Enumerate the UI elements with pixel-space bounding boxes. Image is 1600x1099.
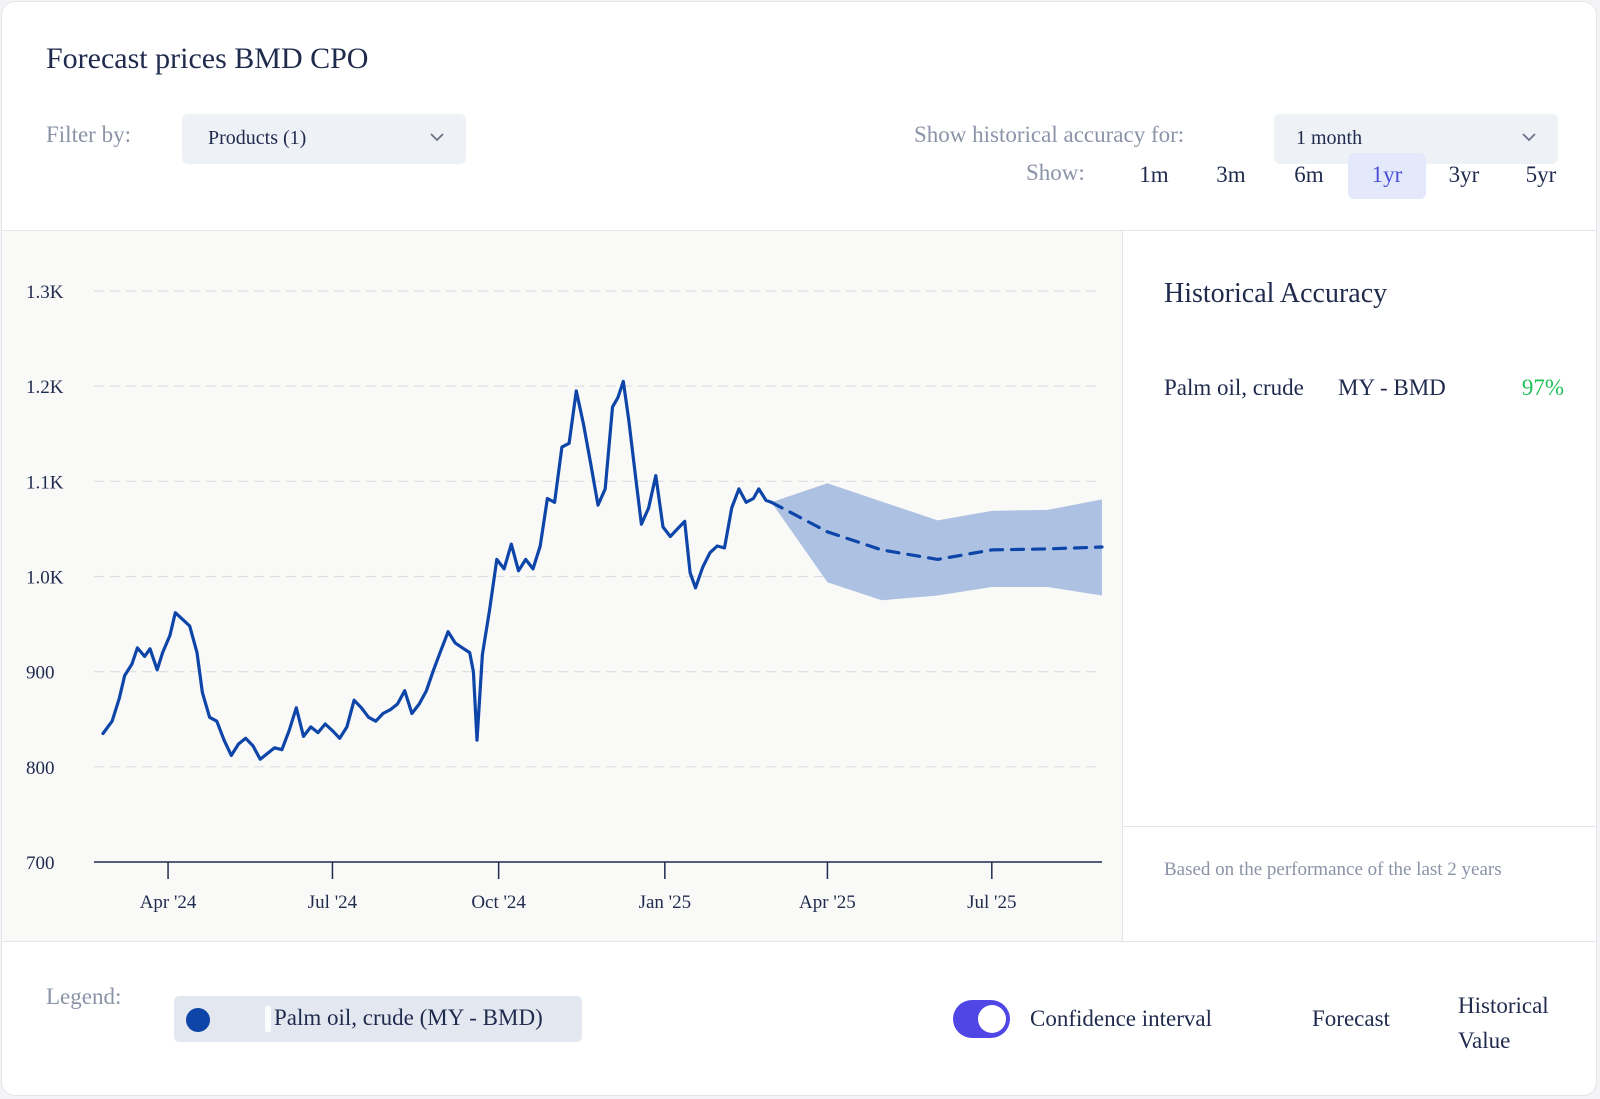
accuracy-period-value: 1 month bbox=[1296, 127, 1363, 149]
accuracy-value: 97% bbox=[1521, 375, 1564, 400]
x-tick-label: Oct '24 bbox=[471, 892, 526, 913]
period-6m[interactable]: 6m bbox=[1294, 162, 1324, 187]
products-select-value: Products (1) bbox=[208, 127, 307, 149]
accuracy-row: Palm oil, crude MY - BMD 97% bbox=[1164, 375, 1564, 409]
historical-accuracy-title: Historical Accuracy bbox=[1164, 278, 1388, 309]
accuracy-footnote: Based on the performance of the last 2 y… bbox=[1164, 859, 1502, 880]
price-chart: 700 800 900 1.0K 1.1K 1.2K 1.3K Apr '24 Jul '24 O… bbox=[26, 282, 1104, 913]
x-tick-label: Apr '25 bbox=[799, 892, 856, 913]
series-color-dot bbox=[186, 1008, 210, 1032]
header-divider bbox=[2, 230, 1596, 231]
historical-label-line-1: Historical bbox=[1458, 993, 1549, 1018]
y-tick-label: 800 bbox=[26, 758, 55, 779]
period-1yr[interactable]: 1yr bbox=[1348, 153, 1426, 199]
legend-label: Legend: bbox=[46, 984, 122, 1009]
y-tick-label: 900 bbox=[26, 663, 55, 684]
chevron-down-icon bbox=[1520, 128, 1538, 152]
period-5yr[interactable]: 5yr bbox=[1525, 162, 1557, 187]
page-title: Forecast prices BMD CPO bbox=[46, 42, 369, 75]
forecast-line bbox=[769, 500, 1104, 561]
confidence-interval-label: Confidence interval bbox=[1030, 1006, 1213, 1031]
period-3m[interactable]: 3m bbox=[1216, 162, 1246, 187]
y-tick-label: 1.3K bbox=[26, 282, 64, 303]
chevron-down-icon bbox=[428, 128, 446, 152]
historical-value-legend-label[interactable]: Historical Value bbox=[1458, 988, 1549, 1058]
period-3yr[interactable]: 3yr bbox=[1448, 162, 1480, 187]
historical-label-line-2: Value bbox=[1458, 1028, 1511, 1053]
products-select[interactable]: Products (1) bbox=[182, 114, 466, 164]
toggle-knob bbox=[978, 1005, 1006, 1033]
footer-divider bbox=[2, 941, 1596, 942]
confidence-interval-toggle[interactable] bbox=[953, 1000, 1010, 1038]
y-tick-label: 1.2K bbox=[26, 377, 64, 398]
forecast-legend-label[interactable]: Forecast bbox=[1312, 1006, 1390, 1031]
legend-series-chip[interactable]: Palm oil, crude (MY - BMD) bbox=[174, 996, 582, 1042]
x-tick-label: Jul '25 bbox=[967, 892, 1016, 913]
y-tick-label: 1.0K bbox=[26, 568, 64, 589]
drag-handle-icon bbox=[265, 1006, 271, 1032]
accuracy-label: Show historical accuracy for: bbox=[914, 122, 1185, 147]
filter-label: Filter by: bbox=[46, 122, 131, 147]
y-tick-label: 1.1K bbox=[26, 472, 64, 493]
side-panel-divider bbox=[1123, 826, 1596, 827]
accuracy-market: MY - BMD bbox=[1338, 375, 1446, 400]
accuracy-product: Palm oil, crude bbox=[1164, 375, 1304, 400]
confidence-band bbox=[771, 483, 1102, 601]
x-tick-label: Jul '24 bbox=[308, 892, 358, 913]
show-label: Show: bbox=[1026, 160, 1085, 185]
legend-series-name: Palm oil, crude (MY - BMD) bbox=[274, 1005, 543, 1030]
x-tick-label: Apr '24 bbox=[140, 892, 197, 913]
x-tick-label: Jan '25 bbox=[639, 892, 692, 913]
y-tick-label: 700 bbox=[26, 853, 55, 874]
historical-line bbox=[101, 379, 774, 761]
panel-divider bbox=[1122, 231, 1123, 941]
period-1m[interactable]: 1m bbox=[1139, 162, 1169, 187]
